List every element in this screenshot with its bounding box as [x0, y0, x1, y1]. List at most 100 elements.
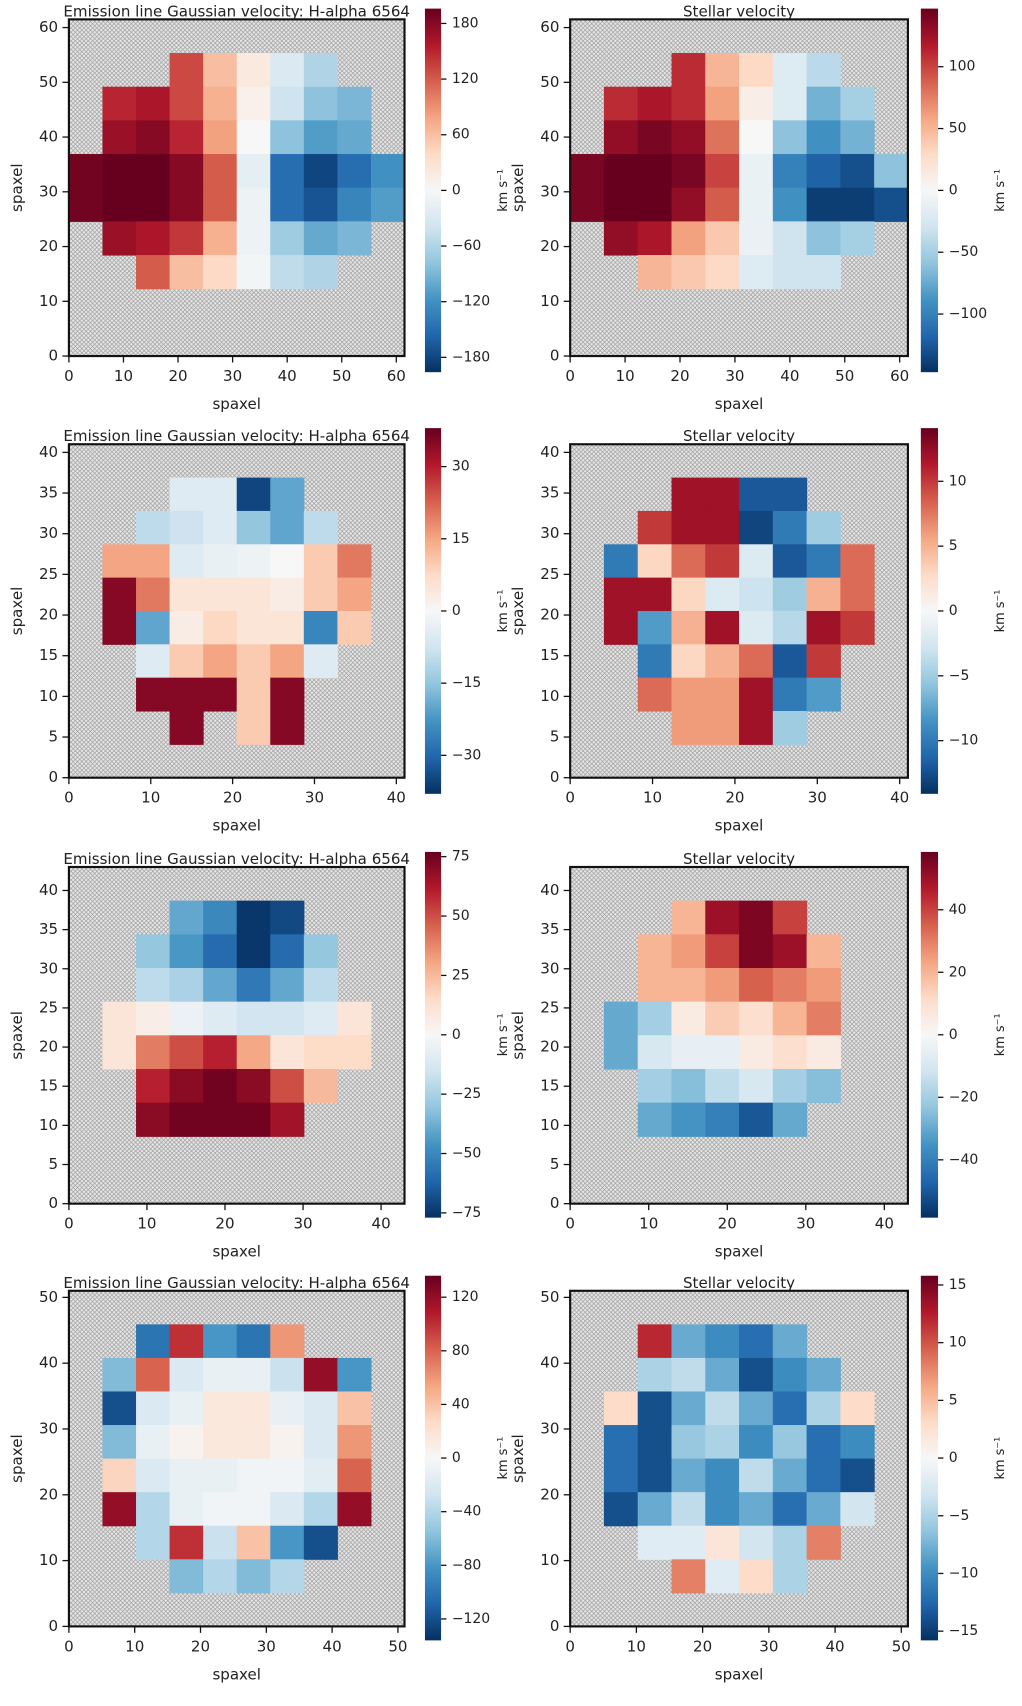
- velocity-cell: [304, 644, 338, 678]
- velocity-cell: [671, 1526, 705, 1560]
- x-tick-label: 0: [565, 1215, 575, 1233]
- velocity-cell: [304, 120, 338, 154]
- velocity-cell: [136, 578, 170, 612]
- velocity-cell: [170, 1002, 204, 1036]
- velocity-cell: [203, 221, 237, 255]
- velocity-cell: [304, 544, 338, 578]
- colorbar: [921, 9, 938, 373]
- velocity-cell: [270, 611, 304, 645]
- velocity-cell: [270, 478, 304, 512]
- x-axis-label: spaxel: [715, 1243, 764, 1261]
- velocity-cell: [773, 1459, 807, 1493]
- colorbar-tick-label: 15: [949, 1277, 967, 1293]
- velocity-cell: [705, 901, 739, 935]
- velocity-cell: [705, 511, 739, 545]
- velocity-cell: [739, 1035, 773, 1069]
- velocity-cell: [739, 1324, 773, 1358]
- velocity-cell: [773, 478, 807, 512]
- velocity-cell: [604, 221, 638, 255]
- velocity-cell: [304, 53, 338, 87]
- velocity-cell: [237, 1002, 271, 1036]
- velocity-cell: [739, 544, 773, 578]
- velocity-cell: [304, 87, 338, 121]
- colorbar: [921, 1276, 938, 1641]
- velocity-cell: [170, 678, 204, 712]
- velocity-cell: [773, 1358, 807, 1392]
- velocity-cell: [604, 1425, 638, 1459]
- colorbar-tick-label: −100: [949, 306, 987, 322]
- velocity-cell: [773, 511, 807, 545]
- velocity-cell: [807, 87, 841, 121]
- velocity-cell: [170, 544, 204, 578]
- y-tick-label: 10: [540, 687, 559, 705]
- y-tick-label: 25: [540, 565, 559, 583]
- velocity-cell: [807, 120, 841, 154]
- x-tick-label: 30: [305, 789, 324, 807]
- y-tick-label: 35: [39, 484, 58, 502]
- velocity-cell: [671, 611, 705, 645]
- velocity-cell: [170, 1559, 204, 1593]
- velocity-cell: [604, 1002, 638, 1036]
- velocity-cell: [170, 511, 204, 545]
- colorbar-tick-label: 5: [949, 1392, 958, 1408]
- velocity-cell: [102, 188, 136, 222]
- velocity-cell: [807, 968, 841, 1002]
- velocity-cell: [170, 1358, 204, 1392]
- velocity-cell: [237, 644, 271, 678]
- velocity-cell: [570, 154, 604, 188]
- velocity-cell: [337, 1035, 371, 1069]
- velocity-cell: [270, 120, 304, 154]
- y-tick-label: 30: [540, 1419, 559, 1437]
- velocity-cell: [237, 578, 271, 612]
- y-axis-label: spaxel: [8, 1434, 26, 1483]
- colorbar: [921, 852, 938, 1218]
- y-tick-label: 35: [39, 920, 58, 938]
- velocity-cell: [337, 611, 371, 645]
- velocity-cell: [237, 87, 271, 121]
- chart-title: Stellar velocity: [683, 2, 795, 20]
- velocity-cell: [136, 1459, 170, 1493]
- velocity-cell: [638, 544, 672, 578]
- velocity-cell: [705, 87, 739, 121]
- y-tick-label: 35: [540, 484, 559, 502]
- velocity-cell: [739, 120, 773, 154]
- velocity-cell: [337, 87, 371, 121]
- velocity-cell: [136, 934, 170, 968]
- velocity-cell: [671, 478, 705, 512]
- y-tick-label: 15: [39, 646, 58, 664]
- velocity-cell: [270, 1425, 304, 1459]
- velocity-cell: [237, 1069, 271, 1103]
- velocity-cell: [604, 578, 638, 612]
- velocity-cell: [705, 544, 739, 578]
- velocity-cell: [705, 644, 739, 678]
- velocity-cell: [705, 1358, 739, 1392]
- velocity-cell: [337, 1492, 371, 1526]
- velocity-cell: [739, 154, 773, 188]
- velocity-cell: [840, 120, 874, 154]
- x-axis-label: spaxel: [715, 395, 764, 413]
- velocity-cell: [773, 154, 807, 188]
- velocity-cell: [203, 188, 237, 222]
- velocity-cell: [237, 188, 271, 222]
- velocity-cell: [773, 1002, 807, 1036]
- y-axis-label: spaxel: [509, 163, 527, 211]
- velocity-cell: [237, 255, 271, 289]
- velocity-cell: [807, 611, 841, 645]
- velocity-cell: [136, 1002, 170, 1036]
- velocity-cell: [102, 120, 136, 154]
- colorbar-tick-label: 120: [452, 1289, 479, 1305]
- velocity-cell: [638, 511, 672, 545]
- x-tick-label: 50: [835, 367, 854, 385]
- velocity-cell: [638, 1425, 672, 1459]
- velocity-cell: [671, 1425, 705, 1459]
- colorbar-tick-label: −50: [949, 244, 978, 260]
- velocity-cell: [671, 1069, 705, 1103]
- y-tick-label: 0: [49, 768, 59, 786]
- colorbar-tick-label: 40: [452, 1396, 470, 1412]
- velocity-cell: [170, 221, 204, 255]
- y-tick-label: 30: [540, 182, 559, 200]
- velocity-cell: [337, 221, 371, 255]
- x-tick-label: 30: [223, 367, 242, 385]
- velocity-cell: [136, 611, 170, 645]
- velocity-cell: [337, 188, 371, 222]
